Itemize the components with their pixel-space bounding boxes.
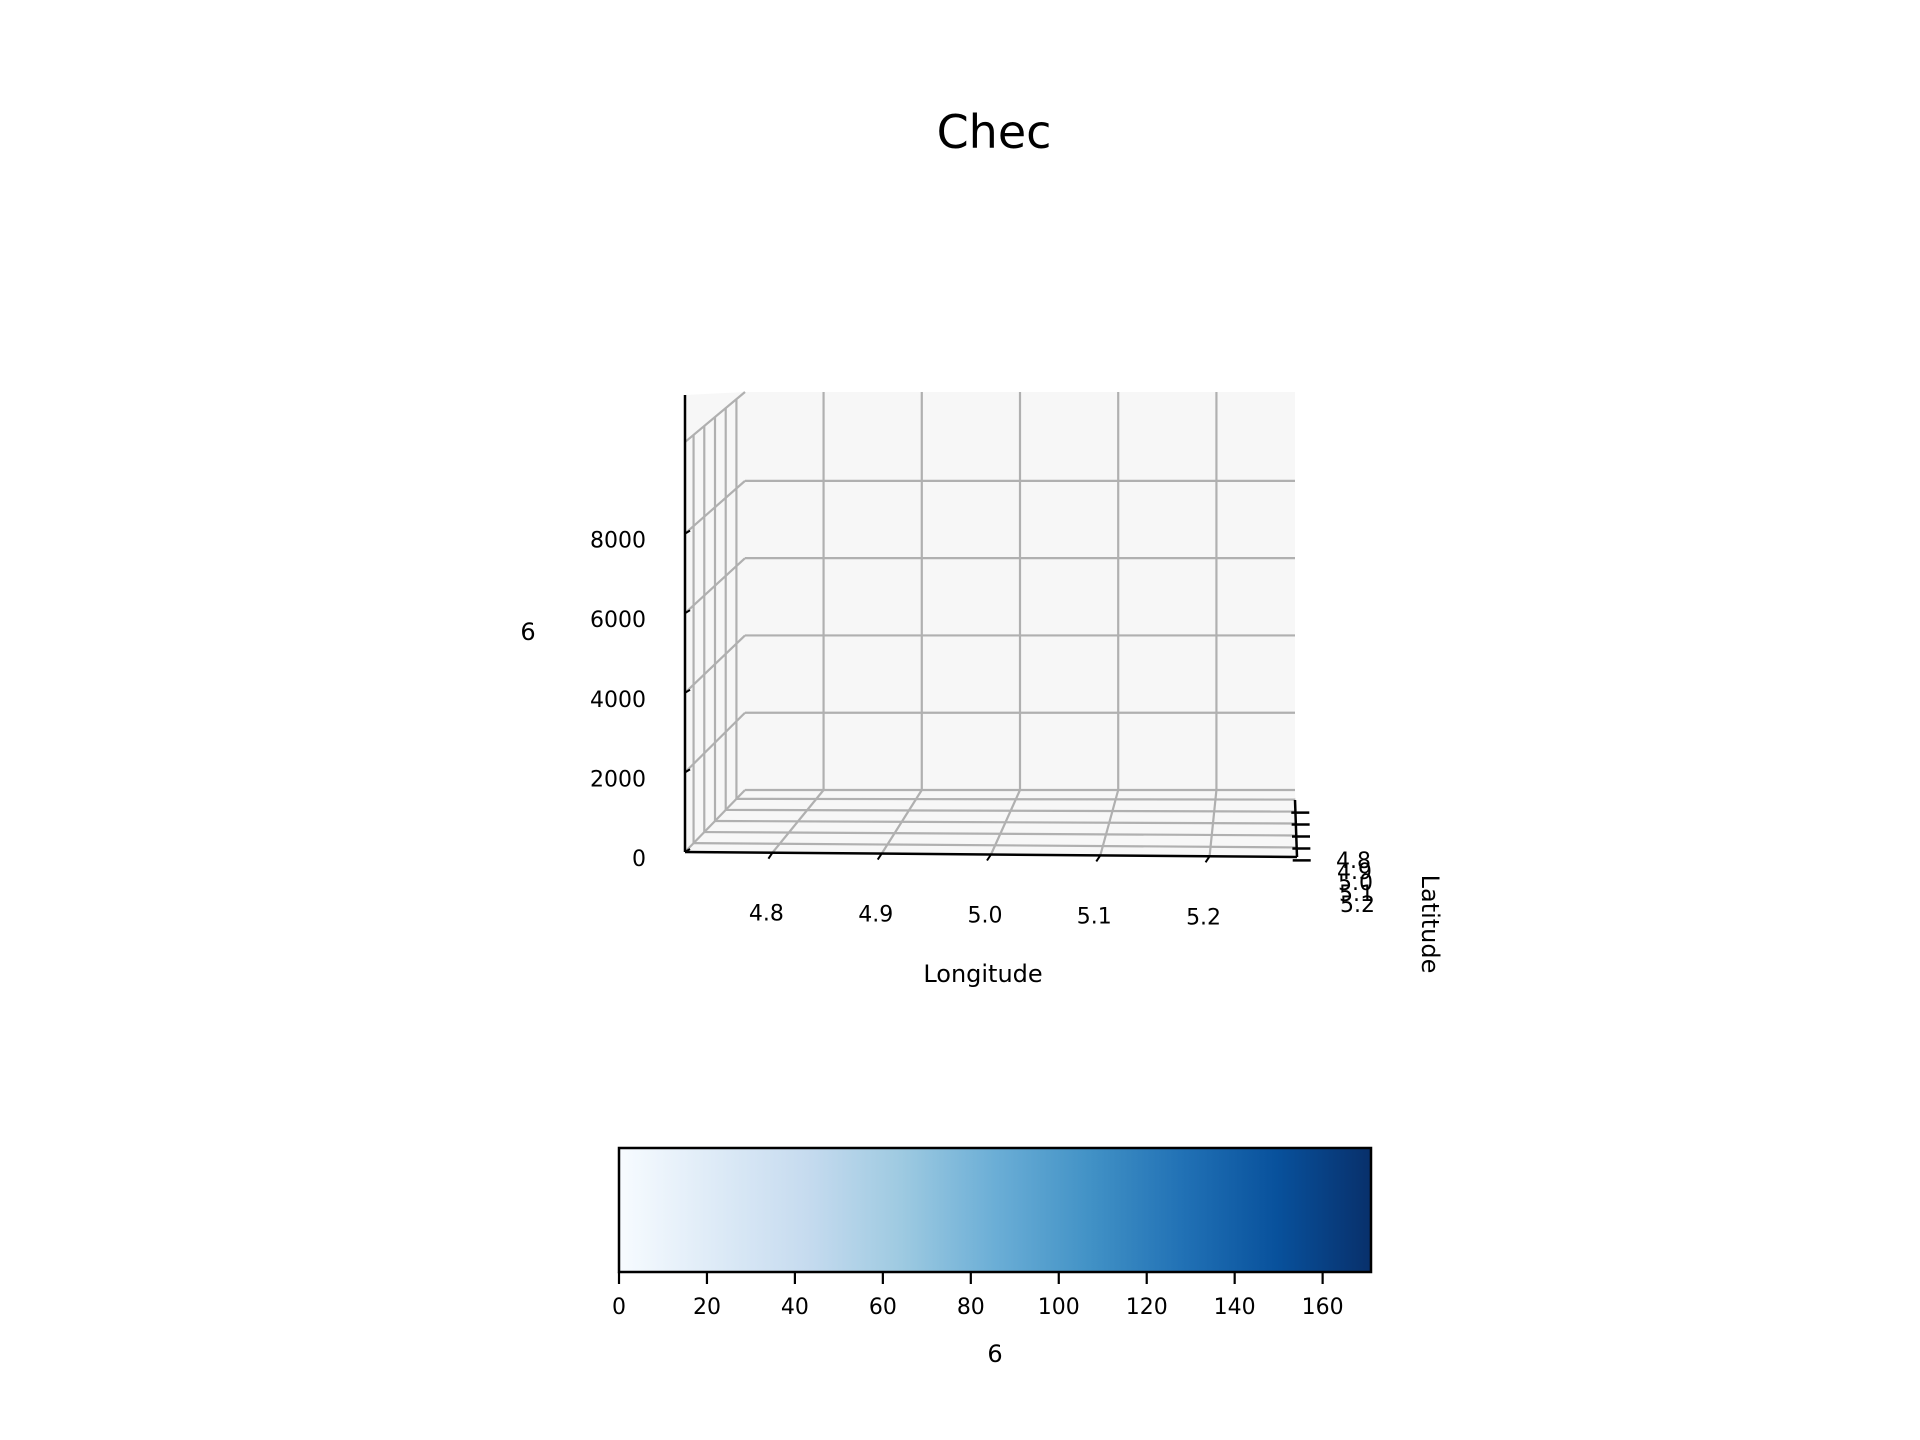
z-grid-side: [684, 789, 746, 853]
z-grid-top: [684, 391, 746, 443]
tick-labels: 4.8 4.9 5.0 5.1 5.24.84.95.05.15.20200040006…: [590, 529, 1375, 931]
colorbar-tick-label: 0: [612, 1295, 626, 1320]
x-tick-mark: [767, 852, 774, 860]
z-grid-side: [684, 634, 746, 694]
z-grid-side: [684, 557, 746, 615]
colorbar-label: 6: [987, 1340, 1002, 1368]
z-tick-label: 6000: [590, 608, 646, 633]
colorbar-tick-label: 20: [693, 1295, 721, 1320]
colorbar-tick-label: 60: [869, 1295, 897, 1320]
tick-marks: [684, 529, 1311, 863]
chart-title: Chec: [937, 105, 1052, 159]
y-grid-floor: [725, 808, 1296, 813]
y-grid-floor: [736, 797, 1296, 801]
colorbar-tick-label: 160: [1302, 1295, 1344, 1320]
x-tick-label: 5.0: [968, 904, 1003, 929]
x-tick-mark: [1204, 855, 1211, 863]
z-tick-mark: [684, 848, 691, 853]
x-tick-mark: [986, 853, 992, 862]
z-tick-mark: [684, 609, 691, 615]
colorbar-tick-label: 140: [1214, 1295, 1256, 1320]
y-tick-label: 5.2: [1340, 893, 1375, 918]
z-grid-side: [684, 711, 746, 774]
z-tick-mark: [684, 768, 691, 774]
z-tick-label: 8000: [590, 529, 646, 554]
x-tick-mark: [1095, 854, 1102, 862]
y-grid-floor: [704, 830, 1297, 837]
y-tick-label: 5.1: [1339, 882, 1374, 907]
y-tick-label: 4.8: [1336, 849, 1371, 874]
z-tick-label: 2000: [590, 767, 646, 792]
colorbar-gradient: [617, 1146, 1373, 1274]
y-axis-label: Latitude: [1416, 875, 1444, 974]
colorbar-tick-label: 100: [1038, 1295, 1080, 1320]
z-axis-label: 6: [520, 618, 535, 646]
x-tick-label: 4.8: [749, 902, 784, 927]
x-axis-label: Longitude: [923, 960, 1042, 988]
colorbar-tick-label: 120: [1126, 1295, 1168, 1320]
x-tick-label: 4.9: [858, 903, 893, 928]
z-grid-side: [684, 480, 746, 535]
x-tick-label: 5.1: [1077, 904, 1112, 929]
floor-pane: [685, 790, 1297, 857]
colorbar-tick-label: 80: [957, 1295, 985, 1320]
z-tick-label: 0: [632, 847, 646, 872]
grid-lines: [684, 391, 1297, 857]
plot-3d-axes: 4.8 4.9 5.0 5.1 5.24.84.95.05.15.20200040006…: [520, 391, 1444, 988]
x-tick-mark: [876, 853, 883, 861]
y-grid-floor: [693, 842, 1297, 849]
z-tick-mark: [684, 529, 691, 535]
z-tick-mark: [684, 688, 691, 694]
y-tick-label: 4.9: [1337, 860, 1372, 885]
y-grid-floor: [714, 819, 1297, 825]
z-tick-label: 4000: [590, 688, 646, 713]
x-tick-label: 5.2: [1186, 905, 1221, 930]
colorbar-ticks: 0 20 40 60 80 100 120 140 160: [612, 1272, 1344, 1320]
y-tick-label: 5.0: [1338, 871, 1373, 896]
colorbar: 0 20 40 60 80 100 120 140 160 6: [612, 1146, 1373, 1368]
colorbar-tick-label: 40: [781, 1295, 809, 1320]
